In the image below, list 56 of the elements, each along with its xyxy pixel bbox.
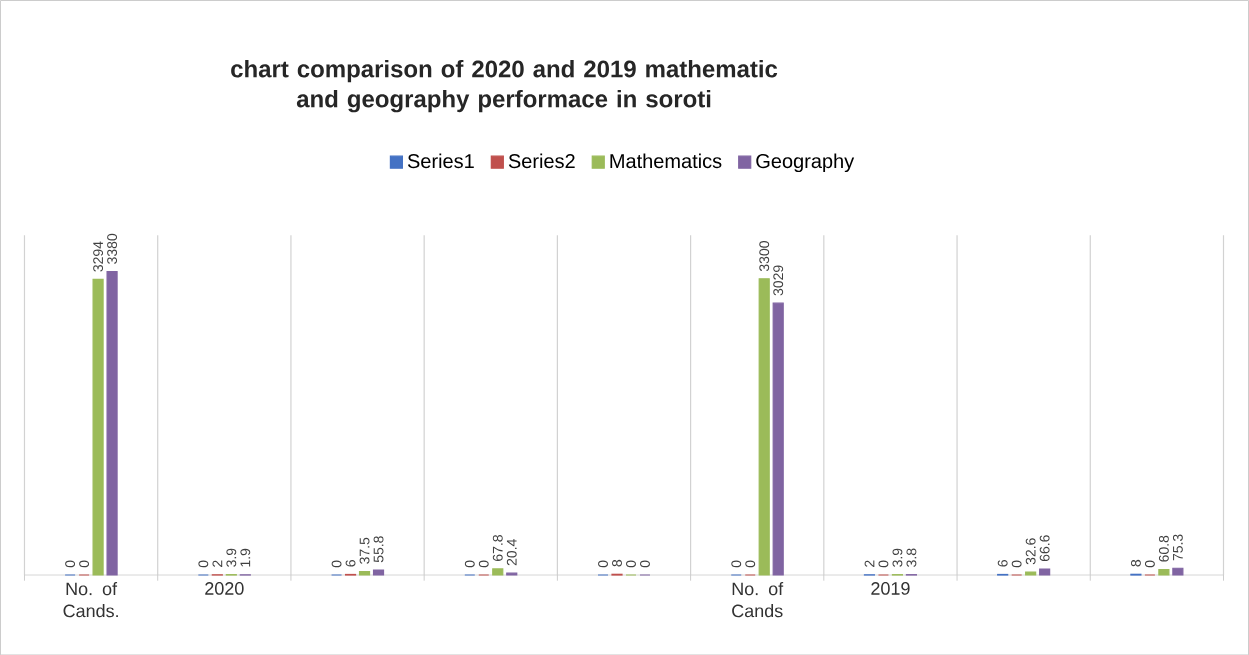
data-label: 2 <box>864 560 875 567</box>
data-label: 0 <box>79 560 90 568</box>
data-label: 0 <box>731 560 742 568</box>
legend-label: Series2 <box>508 153 575 168</box>
data-label: 0 <box>1144 560 1155 568</box>
data-label: 0 <box>598 560 608 568</box>
bar <box>1039 568 1051 576</box>
x-tick-label: No. of Cands. <box>63 581 118 618</box>
data-label: 0 <box>478 560 489 568</box>
data-label: 37.5 <box>359 537 370 564</box>
bar <box>1172 567 1184 576</box>
data-label: 0 <box>626 560 636 568</box>
data-label: 3.9 <box>892 548 903 567</box>
legend-label: Geography <box>756 153 855 172</box>
data-label: 0 <box>640 560 650 568</box>
bar <box>1158 568 1170 576</box>
bar <box>492 568 504 576</box>
data-label: 3.9 <box>226 548 237 567</box>
bar <box>106 270 118 576</box>
data-label: 60.8 <box>1158 535 1169 562</box>
data-label: 0 <box>878 560 889 568</box>
data-label: 0 <box>1011 560 1022 568</box>
data-label: 8 <box>1130 559 1141 567</box>
x-tick-label: No. of Cands <box>732 581 784 618</box>
legend-label: Series1 <box>407 153 474 168</box>
data-label: 6 <box>997 559 1008 567</box>
bar <box>92 278 104 576</box>
data-label: 0 <box>198 560 209 568</box>
data-label: 3380 <box>107 233 118 264</box>
data-label: 2 <box>212 560 223 567</box>
chart-title: chart comparison of 2020 and 2019 mathematic and geography performace in soroti <box>231 59 778 113</box>
legend-label: Mathematics <box>610 153 722 168</box>
data-label: 0 <box>65 560 76 568</box>
data-label: 75.3 <box>1172 534 1183 561</box>
data-label: 20.4 <box>506 538 517 566</box>
data-label: 3300 <box>759 240 770 271</box>
data-label: 6 <box>345 559 356 567</box>
data-label: 1.9 <box>240 548 251 567</box>
data-label: 0 <box>331 560 342 568</box>
x-tick-label: 2020 <box>205 581 244 595</box>
bar <box>358 570 371 576</box>
data-label: 3.8 <box>906 548 917 567</box>
data-label: 0 <box>464 560 475 568</box>
data-label: 8 <box>612 559 622 567</box>
x-tick-label: 2019 <box>871 581 910 595</box>
data-label: 55.8 <box>373 535 384 562</box>
data-label: 32.6 <box>1025 538 1036 565</box>
bar <box>1025 571 1037 576</box>
data-label: 66.6 <box>1039 534 1050 561</box>
bar <box>758 278 770 576</box>
data-label: 0 <box>745 560 756 568</box>
data-label: 3029 <box>773 265 784 296</box>
bar <box>772 302 784 576</box>
data-label: 67.8 <box>492 534 503 561</box>
data-label: 3294 <box>93 241 104 272</box>
bar <box>372 569 385 576</box>
